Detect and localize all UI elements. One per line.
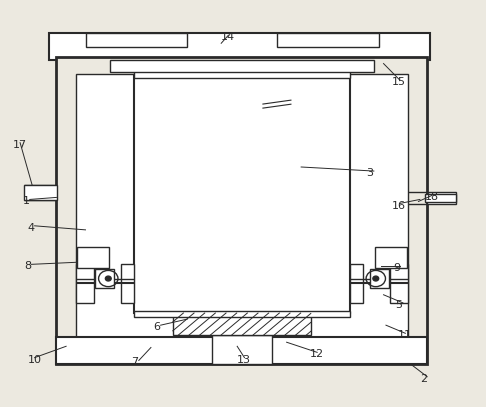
Bar <box>49 33 430 59</box>
Text: 15: 15 <box>392 77 406 87</box>
Text: 3: 3 <box>366 168 374 178</box>
Text: 5: 5 <box>396 300 403 310</box>
Text: 9: 9 <box>393 263 400 274</box>
Bar <box>427 192 456 204</box>
Bar <box>110 60 374 72</box>
Circle shape <box>105 276 111 281</box>
Text: 17: 17 <box>13 140 27 150</box>
Bar <box>95 269 114 288</box>
Bar <box>86 33 187 47</box>
Text: 2: 2 <box>420 374 427 384</box>
Bar <box>277 33 379 47</box>
Bar <box>76 74 408 350</box>
Text: 7: 7 <box>132 357 139 368</box>
Bar <box>56 337 427 364</box>
Text: 1: 1 <box>22 197 30 206</box>
Bar <box>375 247 407 268</box>
Text: 12: 12 <box>310 349 324 359</box>
Bar <box>56 57 427 364</box>
Text: 8: 8 <box>24 261 31 271</box>
Bar <box>76 264 94 303</box>
Text: 4: 4 <box>27 223 35 233</box>
Text: 6: 6 <box>154 322 160 332</box>
Bar <box>24 185 57 200</box>
Bar <box>134 76 349 313</box>
Text: 16: 16 <box>392 201 406 210</box>
Bar <box>77 247 109 268</box>
Bar <box>121 264 135 303</box>
Bar <box>349 264 363 303</box>
Bar <box>390 264 408 303</box>
Bar <box>370 269 389 288</box>
Circle shape <box>373 276 379 281</box>
Bar <box>425 194 456 202</box>
Text: 10: 10 <box>27 354 41 365</box>
Bar <box>211 335 272 364</box>
Bar <box>134 70 349 78</box>
Bar <box>173 313 311 335</box>
Text: 14: 14 <box>221 32 235 42</box>
Text: 18: 18 <box>425 193 439 202</box>
Bar <box>134 311 349 317</box>
Text: 13: 13 <box>237 354 251 365</box>
Text: 11: 11 <box>398 330 412 340</box>
